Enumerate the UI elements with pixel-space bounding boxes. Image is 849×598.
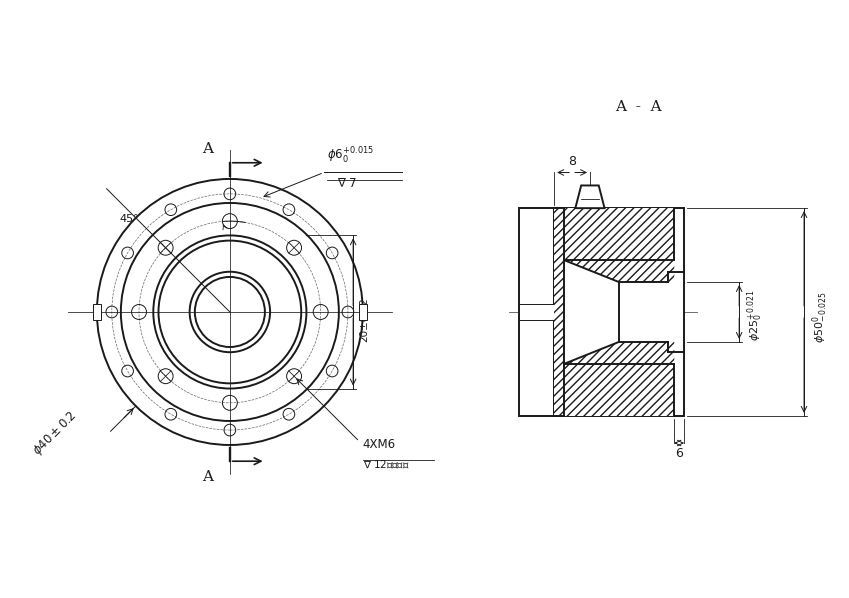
Text: 8: 8 — [568, 155, 576, 167]
Text: 20±0.02: 20±0.02 — [360, 297, 369, 342]
Bar — [554, 208, 564, 416]
Polygon shape — [564, 260, 674, 282]
Text: A: A — [202, 469, 212, 484]
Polygon shape — [576, 185, 604, 208]
Text: A: A — [202, 142, 212, 156]
Bar — [93, 304, 101, 321]
Text: $\nabla$ 7: $\nabla$ 7 — [337, 177, 357, 190]
Bar — [564, 208, 674, 260]
Text: $\phi 25^{+0.021}_{0}$: $\phi 25^{+0.021}_{0}$ — [745, 289, 765, 341]
Text: 45°: 45° — [120, 215, 139, 224]
Bar — [519, 208, 554, 416]
Text: $\phi 40\pm0.2$: $\phi 40\pm0.2$ — [30, 408, 81, 459]
Text: $\nabla$ 12（螺纹）: $\nabla$ 12（螺纹） — [363, 458, 409, 470]
Text: $\phi 50^{0}_{-0.025}$: $\phi 50^{0}_{-0.025}$ — [811, 291, 830, 343]
Text: $\phi 6^{+0.015}_{0}$: $\phi 6^{+0.015}_{0}$ — [327, 145, 374, 166]
Bar — [519, 304, 554, 320]
Bar — [358, 304, 367, 321]
Text: 6: 6 — [675, 447, 683, 460]
Polygon shape — [564, 342, 674, 364]
Bar — [554, 208, 684, 416]
Bar — [564, 364, 674, 416]
Text: 4XM6: 4XM6 — [363, 438, 396, 451]
Text: A  -  A: A - A — [616, 100, 662, 114]
